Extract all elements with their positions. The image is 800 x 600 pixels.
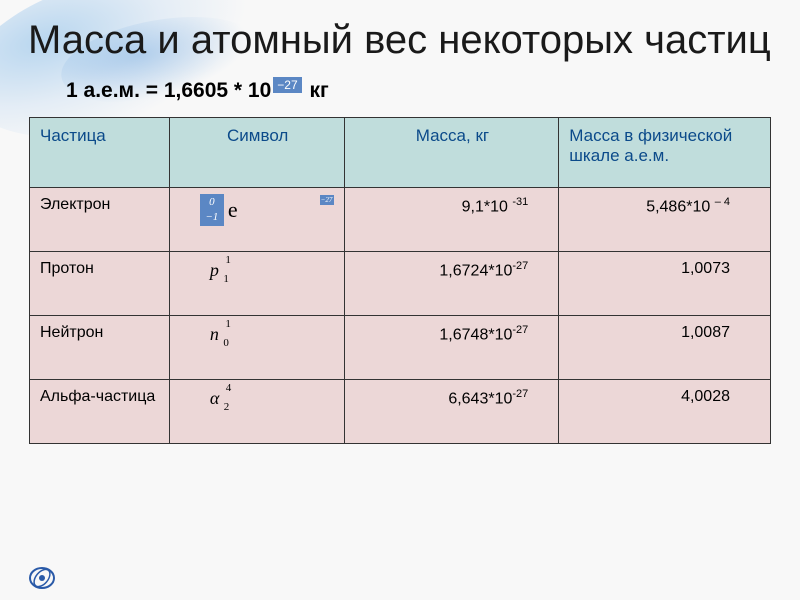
particle-symbol: p11 [210,260,219,281]
cell-mass-kg: 9,1*10 -31 [344,187,559,251]
cell-symbol: n10 [169,315,344,379]
cell-symbol: 0−1e −27 [169,187,344,251]
symbol-superscript: 4 [226,382,232,394]
electron-indices-box: 0−1 [200,194,224,226]
cell-mass-aem: 1,0087 [559,315,771,379]
table-header-row: Частица Символ Масса, кг Масса в физичес… [30,117,771,187]
cell-mass-kg: 6,643*10-27 [344,379,559,443]
formula-prefix: 1 а.е.м. = 1,6605 * 10 [66,79,271,102]
cell-symbol: α42 [169,379,344,443]
page-title: Масса и атомный вес некоторых частиц [28,18,772,63]
cell-particle: Нейтрон [30,315,170,379]
table-body: Электрон0−1e−279,1*10 -315,486*10 – 4Про… [30,187,771,443]
symbol-subscript: 0 [223,337,229,349]
table-row: Альфа-частица α42 6,643*10-274,0028 [30,379,771,443]
cell-mass-kg: 1,6748*10-27 [344,315,559,379]
cell-mass-kg: 1,6724*10-27 [344,251,559,315]
electron-symbol: e [228,197,238,223]
amu-formula: 1 а.е.м. = 1,6605 * 10−27 кг [66,77,772,103]
formula-exponent: −27 [273,77,301,93]
cell-mass-aem: 5,486*10 – 4 [559,187,771,251]
table-row: Нейтрон n10 1,6748*10-271,0087 [30,315,771,379]
symbol-superscript: 1 [225,254,231,266]
symbol-subscript: 2 [224,401,230,413]
cell-particle: Протон [30,251,170,315]
particle-symbol: α42 [210,388,219,409]
col-header-symbol: Символ [169,117,344,187]
cell-particle: Альфа-частица [30,379,170,443]
table-row: Электрон 0−1e −27 9,1*10 -315,486*10 – 4 [30,187,771,251]
corner-decoration [28,564,68,592]
col-header-mass: Масса, кг [344,117,559,187]
slide-container: Масса и атомный вес некоторых частиц 1 а… [0,0,800,600]
particles-table: Частица Символ Масса, кг Масса в физичес… [29,117,771,444]
cell-symbol: p11 [169,251,344,315]
symbol-superscript: 1 [225,318,231,330]
symbol-subscript: 1 [223,273,229,285]
cell-mass-aem: 1,0073 [559,251,771,315]
cell-mass-aem: 4,0028 [559,379,771,443]
particle-symbol: n10 [210,324,219,345]
col-header-aem: Масса в физической шкале а.е.м. [559,117,771,187]
electron-tiny-exp: −27 [320,195,334,205]
table-row: Протон p11 1,6724*10-271,0073 [30,251,771,315]
col-header-particle: Частица [30,117,170,187]
formula-suffix: кг [304,79,329,102]
cell-particle: Электрон [30,187,170,251]
